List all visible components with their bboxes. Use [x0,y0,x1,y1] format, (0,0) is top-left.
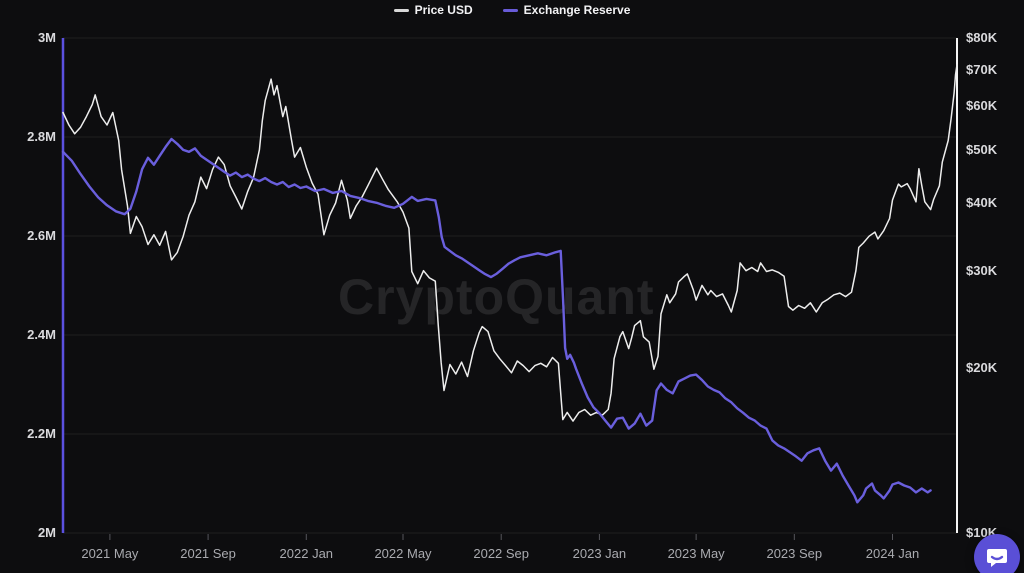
x-axis-tick-label: 2022 Sep [473,546,530,561]
left-axis-tick-label: 3M [37,30,56,45]
x-axis-tick-label: 2024 Jan [865,546,920,561]
legend-label-price-usd: Price USD [414,3,473,17]
left-axis-tick-label: 2.4M [27,327,56,342]
x-axis-tick-label: 2023 May [667,546,725,561]
legend-item-price-usd[interactable]: Price USD [393,3,473,17]
watermark: CryptoQuant [338,269,655,325]
right-axis-tick-label: $60K [966,98,998,114]
x-axis-tick-label: 2022 May [374,546,432,561]
left-axis-tick-label: 2.2M [27,426,56,441]
chat-launcher-button[interactable] [974,534,1020,573]
x-axis-tick-label: 2022 Jan [279,546,334,561]
chart-legend: Price USD Exchange Reserve [0,2,1024,18]
right-axis-tick-label: $40K [966,195,998,210]
x-axis-tick-label: 2021 May [81,546,139,561]
legend-item-exchange-reserve[interactable]: Exchange Reserve [502,3,631,17]
right-axis-tick-label: $30K [966,263,998,279]
series-line-exchange-reserve [61,137,932,504]
x-axis-tick-label: 2023 Jan [572,546,627,561]
right-axis-tick-label: $80K [966,30,998,45]
right-axis-tick-label: $20K [966,360,998,375]
x-axis-tick-label: 2023 Sep [766,546,823,561]
left-axis-tick-label: 2.8M [27,129,56,144]
x-axis-tick-label: 2021 Sep [180,546,236,561]
right-axis-tick-label: $50K [966,141,998,157]
chat-bubble-icon [987,549,1007,567]
left-axis-tick-label: 2M [37,525,56,540]
left-axis-tick-label: 2.6M [27,228,56,243]
right-axis-tick-label: $70K [966,61,998,77]
price-usd-swatch-icon [393,8,409,12]
legend-label-exchange-reserve: Exchange Reserve [523,3,631,17]
exchange-reserve-swatch-icon [502,8,518,12]
series-line-price-usd [62,63,958,422]
